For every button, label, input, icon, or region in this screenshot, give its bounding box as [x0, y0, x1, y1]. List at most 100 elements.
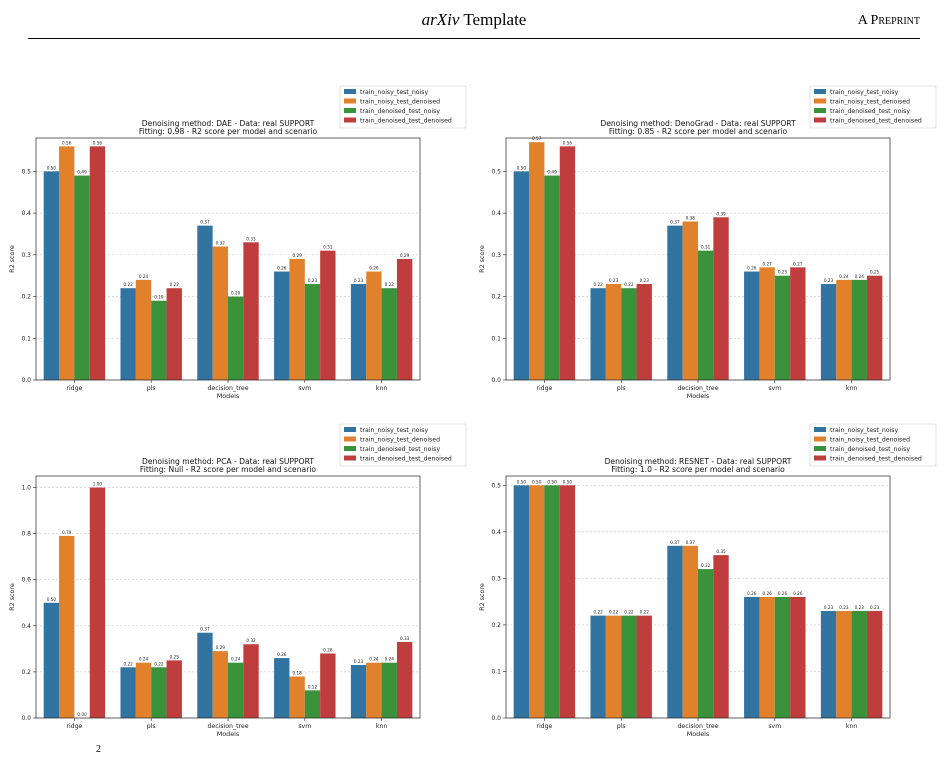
bar — [274, 271, 290, 380]
x-tick-label: knn — [846, 385, 858, 392]
data-label: 0.23 — [824, 278, 834, 283]
plot-frame — [505, 137, 891, 381]
header-rule — [28, 38, 920, 39]
header-title: arXiv Template — [0, 10, 948, 30]
bar — [366, 662, 382, 718]
chart-title: Denoising method: DenoGrad - Data: real … — [600, 119, 796, 128]
legend-swatch — [344, 427, 356, 432]
chart-title: Denoising method: DAE - Data: real SUPPO… — [142, 119, 315, 128]
legend-label: train_noisy_test_denoised — [360, 99, 440, 106]
bar — [621, 288, 637, 380]
data-label: 0.12 — [308, 684, 318, 689]
data-label: 0.56 — [62, 140, 72, 145]
bar — [759, 267, 775, 380]
data-label: 0.19 — [154, 295, 164, 300]
data-label: 0.26 — [762, 591, 772, 596]
bar — [590, 615, 606, 718]
data-label: 0.23 — [839, 605, 849, 610]
data-label: 0.37 — [686, 540, 696, 545]
bar — [350, 664, 367, 718]
bar — [243, 644, 259, 718]
bar — [89, 146, 106, 380]
bar — [636, 615, 652, 718]
chart-title: Denoising method: RESNET - Data: real SU… — [605, 457, 792, 466]
bar — [820, 610, 837, 718]
bar — [320, 250, 336, 380]
bar — [744, 597, 760, 718]
y-tick-label: 0.8 — [21, 531, 31, 538]
x-tick-label: ridge — [536, 385, 552, 392]
x-tick-label: ridge — [66, 723, 82, 730]
data-label: 0.22 — [609, 610, 619, 615]
bar — [135, 279, 152, 380]
legend-swatch — [344, 455, 356, 461]
legend-swatch — [814, 98, 826, 104]
data-label: 0.23 — [824, 605, 834, 610]
bar — [790, 267, 806, 380]
bar — [621, 615, 637, 718]
chart-subtitle: Fitting: 0.98 - R2 score per model and s… — [139, 127, 318, 136]
data-label: 0.22 — [593, 282, 603, 287]
plot-frame — [35, 475, 421, 719]
bar — [228, 296, 244, 380]
data-label: 0.29 — [216, 645, 226, 650]
bar — [228, 662, 244, 718]
chart-subtitle: Fitting: Null - R2 score per model and s… — [140, 465, 317, 474]
data-label: 0.39 — [716, 211, 726, 216]
legend-swatch — [344, 108, 356, 113]
data-label: 0.24 — [139, 274, 149, 279]
data-label: 0.31 — [323, 245, 333, 250]
bar — [836, 279, 852, 380]
x-tick-label: ridge — [536, 723, 552, 730]
data-label: 0.22 — [624, 282, 634, 287]
y-tick-label: 0.0 — [21, 377, 31, 384]
chart-panel-dae: train_noisy_test_noisy train_noisy_test_d… — [0, 85, 470, 410]
y-axis-label: R2 score — [478, 583, 486, 611]
x-axis-label: Models — [687, 730, 710, 738]
data-label: 0.50 — [517, 479, 527, 484]
data-label: 0.37 — [670, 540, 680, 545]
legend-label: train_denoised_test_noisy — [360, 446, 440, 453]
chart-subtitle: Fitting: 0.85 - R2 score per model and s… — [609, 127, 788, 136]
y-tick-label: 0.4 — [21, 623, 31, 630]
data-label: 0.57 — [532, 136, 542, 141]
y-axis-label: R2 score — [8, 245, 16, 273]
legend-label: train_noisy_test_noisy — [360, 427, 429, 434]
bar — [89, 487, 106, 718]
data-label: 0.37 — [670, 220, 680, 225]
bar — [774, 275, 791, 380]
data-label: 0.24 — [855, 274, 865, 279]
chart-panel-pca: train_noisy_test_noisy train_noisy_test_d… — [0, 423, 470, 748]
data-label: 0.24 — [839, 274, 849, 279]
data-label: 0.32 — [246, 638, 256, 643]
legend-swatch — [814, 89, 826, 94]
data-label: 0.22 — [624, 610, 634, 615]
data-label: 0.24 — [385, 657, 395, 662]
data-label: 0.23 — [354, 659, 364, 664]
y-tick-label: 0.1 — [21, 335, 31, 342]
legend-label: train_noisy_test_denoised — [830, 437, 910, 444]
legend-box — [339, 85, 467, 129]
data-label: 0.22 — [170, 282, 180, 287]
bar — [559, 485, 576, 718]
data-label: 0.50 — [517, 165, 527, 170]
bar — [59, 146, 75, 380]
data-label: 0.23 — [609, 278, 619, 283]
data-label: 0.26 — [793, 591, 803, 596]
y-tick-label: 0.6 — [21, 577, 31, 584]
data-label: 0.29 — [292, 253, 302, 258]
y-tick-label: 1.0 — [21, 485, 31, 492]
bar — [59, 535, 75, 718]
x-tick-label: pls — [147, 723, 156, 730]
bar — [667, 225, 683, 380]
legend-box — [809, 423, 937, 467]
data-label: 0.26 — [277, 652, 287, 657]
data-label: 0.56 — [563, 140, 573, 145]
bar — [851, 279, 867, 380]
legend-label: train_noisy_test_noisy — [830, 427, 899, 434]
data-label: 0.22 — [154, 661, 164, 666]
y-tick-label: 0.5 — [491, 168, 501, 175]
data-label: 0.38 — [686, 215, 696, 220]
bar — [197, 225, 213, 380]
bar — [289, 676, 305, 718]
